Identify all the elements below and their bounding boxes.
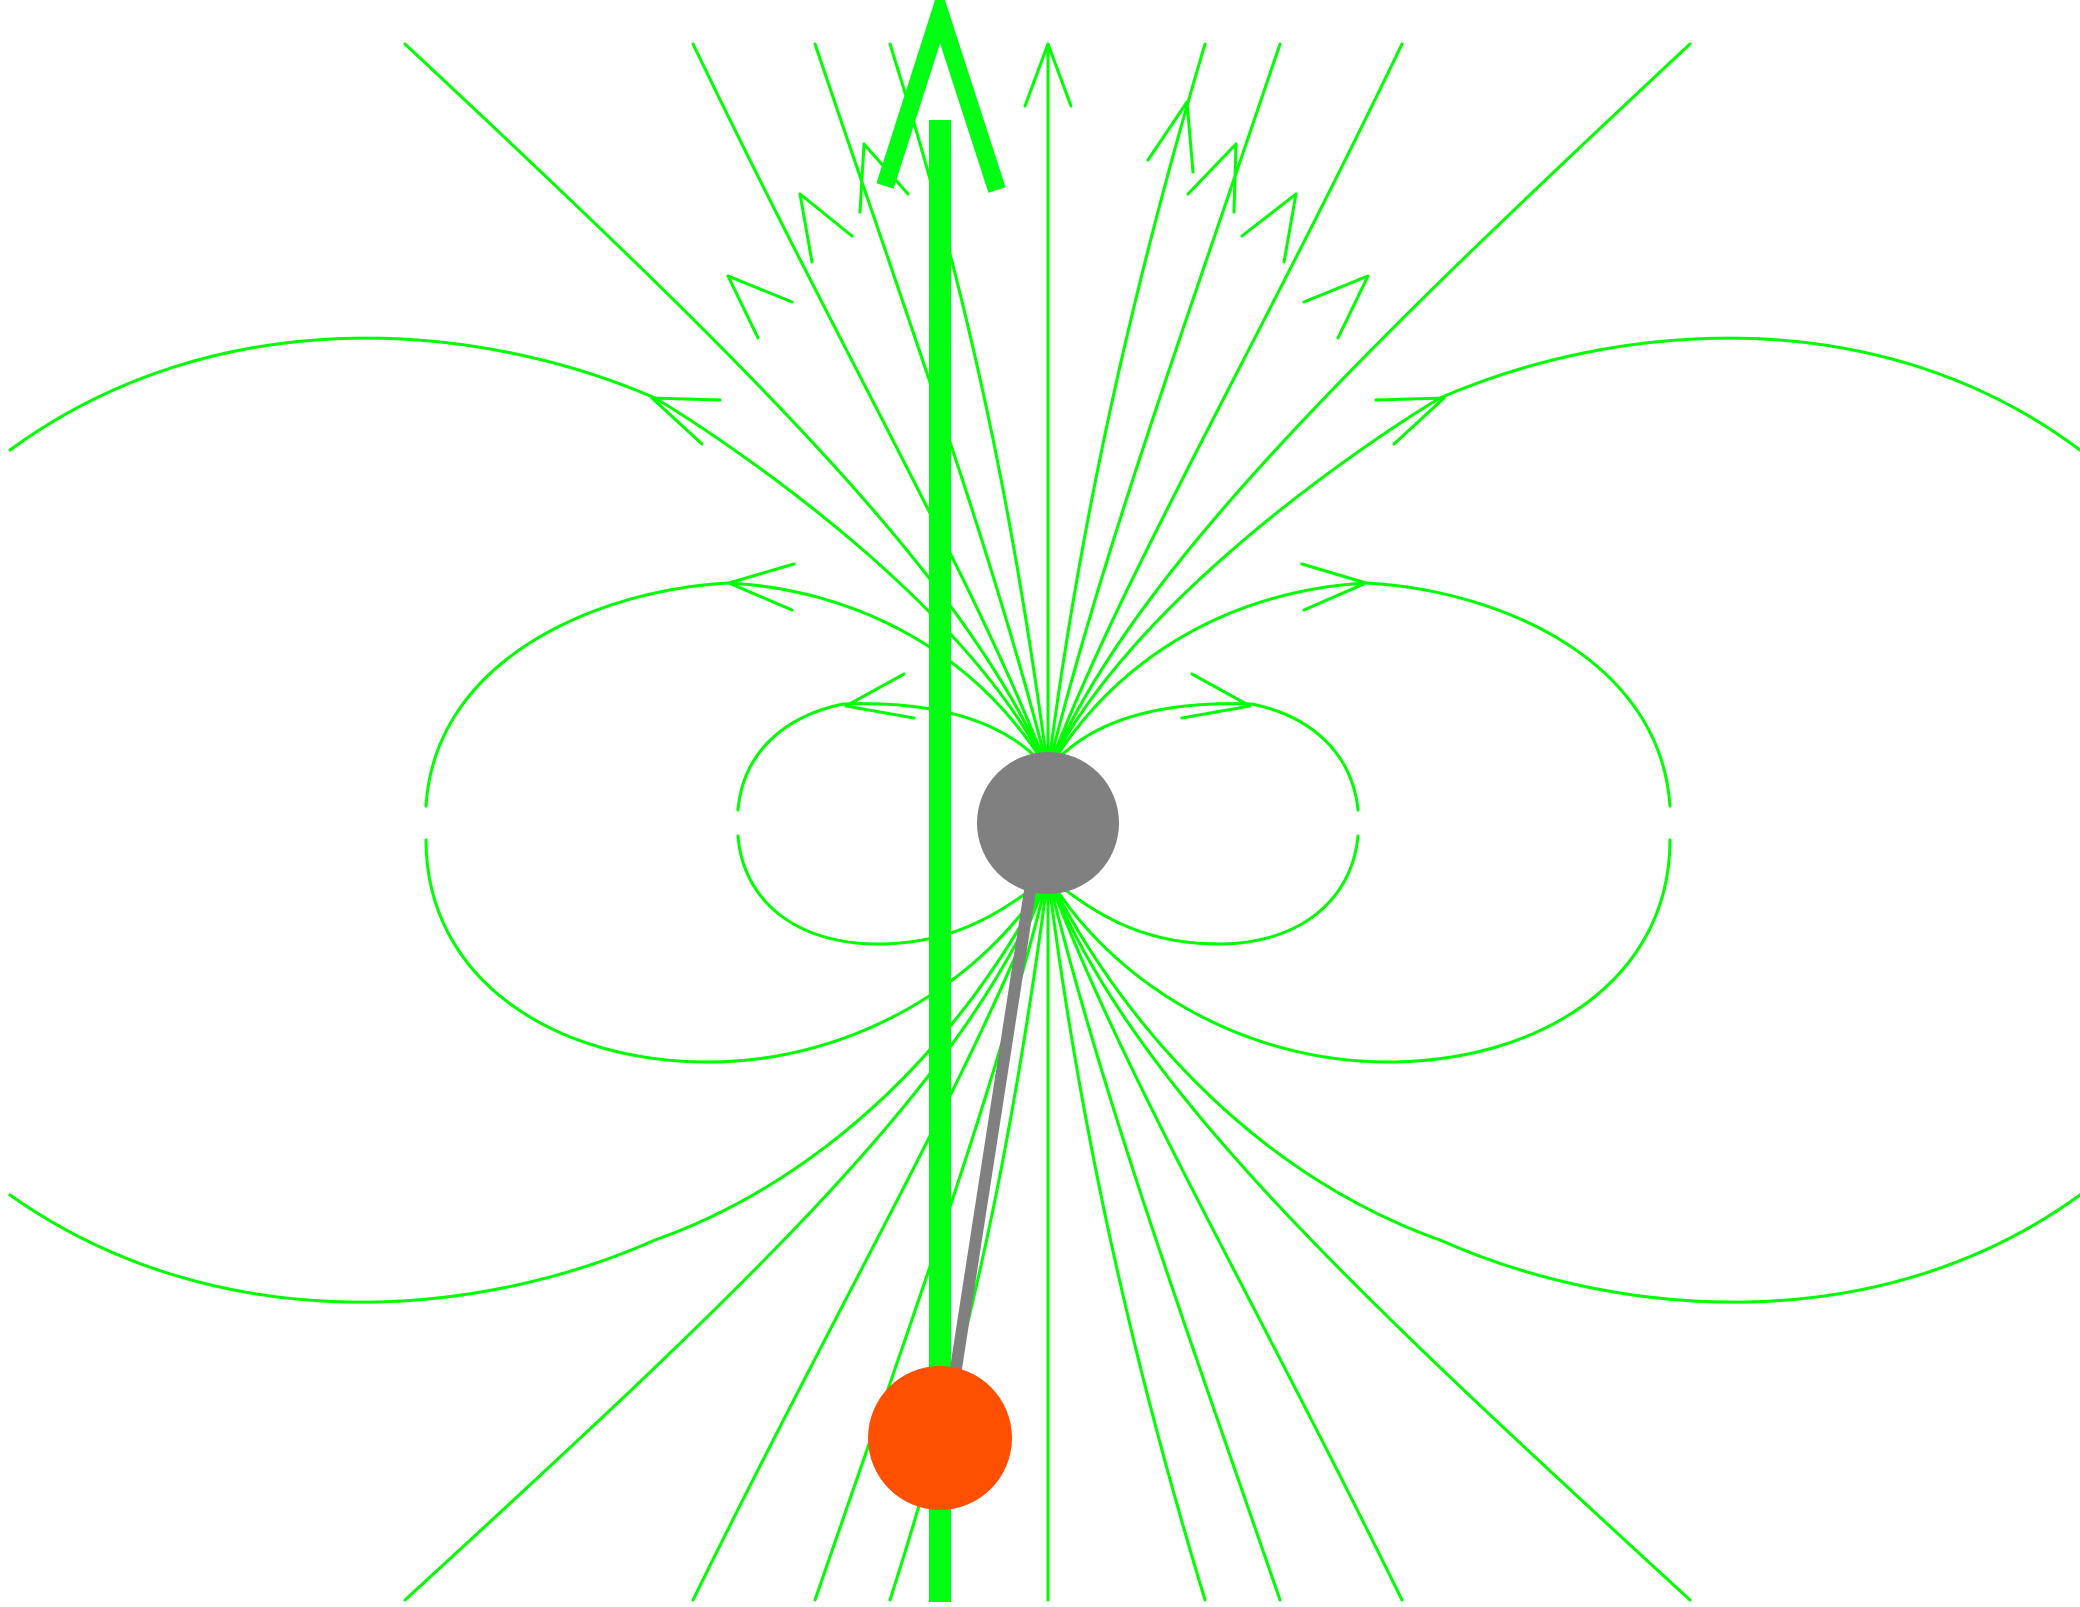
field-vector-arrow bbox=[876, 0, 1006, 1602]
field-line-left-4 bbox=[403, 42, 1050, 772]
field-line-right-6 bbox=[1046, 874, 1404, 1602]
field-line-left-loop-outer bbox=[8, 336, 1050, 772]
arrowhead-icon bbox=[727, 562, 796, 612]
arrowhead-icon bbox=[1302, 274, 1370, 340]
field-line-left-3 bbox=[691, 42, 1050, 772]
field-line-left-5 bbox=[403, 874, 1050, 1602]
field-line-left-loop-inner bbox=[736, 702, 1050, 812]
field-line-left-loop-mid bbox=[424, 581, 1050, 808]
test-charge bbox=[868, 1366, 1012, 1510]
field-line-left-loop-mid-lower bbox=[424, 838, 1050, 1064]
arrowhead-icon bbox=[1186, 142, 1238, 214]
field-line-left-loop-inner-lower bbox=[736, 834, 1050, 946]
arrowhead-icon bbox=[1023, 42, 1073, 108]
field-line-right-1 bbox=[1046, 42, 1207, 772]
arrowhead-icon bbox=[1180, 672, 1252, 720]
field-line-right-loop-outer-lower bbox=[1046, 874, 2080, 1304]
field-line-right-3 bbox=[1046, 42, 1404, 772]
field-line-right-loop-inner bbox=[1046, 702, 1360, 812]
separation-line bbox=[942, 820, 1046, 1426]
field-line-right-loop-inner-lower bbox=[1046, 834, 1360, 946]
field-line-right-loop-mid-lower bbox=[1046, 838, 1672, 1064]
field-line-left-loop-outer-lower bbox=[8, 874, 1050, 1304]
field-line-right-2 bbox=[1046, 42, 1282, 772]
field-line-right-loop-outer bbox=[1046, 336, 2080, 772]
field-line-left-6 bbox=[691, 874, 1050, 1602]
field-line-right-7 bbox=[1046, 874, 1282, 1602]
field-line-right-5 bbox=[1046, 874, 1692, 1602]
arrowhead-icon bbox=[650, 396, 722, 446]
arrowhead-icon bbox=[844, 672, 916, 720]
field-line-left-1 bbox=[888, 42, 1050, 772]
arrowhead-icon bbox=[1374, 396, 1446, 446]
arrowhead-icon bbox=[1146, 100, 1195, 174]
arrowhead-icon bbox=[1240, 192, 1298, 264]
field-line-right-4 bbox=[1046, 42, 1692, 772]
field-line-right-8 bbox=[1046, 874, 1207, 1602]
magnetic-dipole bbox=[977, 752, 1119, 894]
arrow-head-icon bbox=[876, 0, 1006, 193]
arrowhead-icon bbox=[726, 274, 794, 340]
field-line-right-loop-mid bbox=[1046, 581, 1672, 808]
arrowhead-icon bbox=[798, 192, 854, 264]
arrowhead-icon bbox=[1300, 562, 1368, 612]
